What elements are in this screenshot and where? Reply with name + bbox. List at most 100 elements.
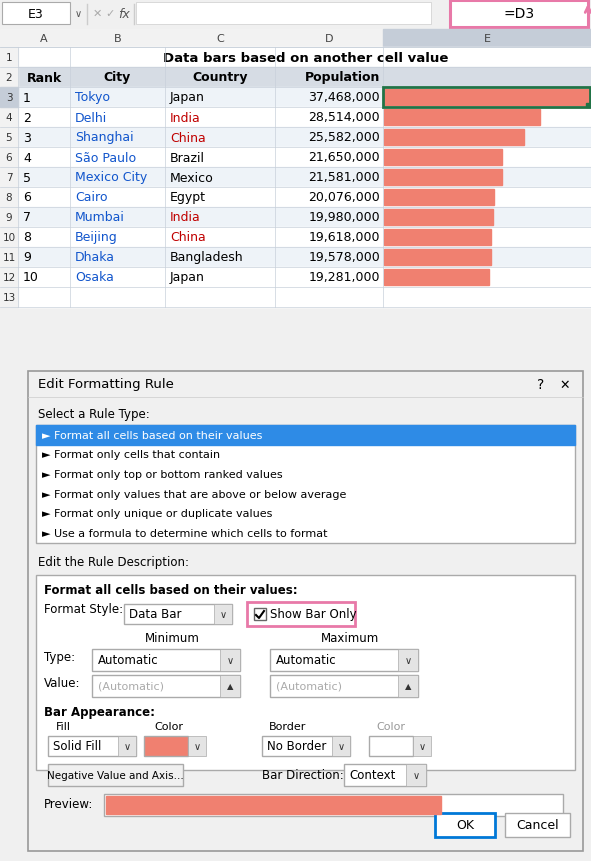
Text: 19,980,000: 19,980,000 (309, 211, 380, 224)
Text: Japan: Japan (170, 271, 205, 284)
Bar (254, 608, 266, 620)
Text: ✕: ✕ (560, 378, 570, 391)
Bar (18, 108, 591, 127)
Bar (435, 813, 495, 837)
Bar (36, 575, 575, 770)
Bar (104, 794, 563, 816)
Text: ▲: ▲ (227, 682, 233, 691)
Bar (18, 188, 591, 208)
Text: Brazil: Brazil (170, 152, 205, 164)
Bar (383, 30, 591, 48)
Bar (188, 736, 206, 756)
Text: Egypt: Egypt (170, 191, 206, 204)
Bar (18, 68, 591, 88)
Text: ∨: ∨ (219, 610, 226, 619)
Bar (406, 764, 426, 786)
Bar (384, 110, 540, 126)
Text: ∨: ∨ (74, 9, 82, 19)
Bar (165, 30, 275, 48)
Text: Osaka: Osaka (75, 271, 114, 284)
Bar (262, 736, 350, 756)
Bar (384, 170, 502, 186)
Text: Select a Rule Type:: Select a Rule Type: (38, 407, 150, 420)
Bar (384, 130, 524, 146)
Bar (450, 1, 588, 28)
Bar (247, 603, 355, 626)
Text: Fill: Fill (56, 722, 71, 731)
Text: 1: 1 (6, 53, 12, 63)
Bar (383, 88, 590, 108)
Text: ∨: ∨ (337, 741, 345, 751)
Text: Edit Formatting Rule: Edit Formatting Rule (38, 378, 174, 391)
Text: C: C (216, 34, 224, 44)
Text: Rank: Rank (27, 71, 61, 84)
Text: 4: 4 (6, 113, 12, 123)
Bar (270, 649, 418, 672)
Text: 11: 11 (2, 253, 15, 263)
Bar (413, 736, 431, 756)
Bar (18, 48, 591, 68)
Text: Beijing: Beijing (75, 232, 118, 245)
Text: 2: 2 (23, 111, 31, 124)
Bar (275, 30, 383, 48)
Text: 3: 3 (6, 93, 12, 102)
Text: 7: 7 (23, 211, 31, 224)
Bar (92, 649, 240, 672)
Text: Color: Color (154, 722, 183, 731)
Bar (0, 88, 18, 108)
Text: Show Bar Only: Show Bar Only (270, 608, 356, 621)
Bar (70, 30, 165, 48)
Bar (220, 649, 240, 672)
Text: India: India (170, 211, 201, 224)
Bar (398, 649, 418, 672)
Text: 7: 7 (6, 173, 12, 183)
Bar (18, 268, 591, 288)
Text: India: India (170, 111, 201, 124)
Text: Data Bar: Data Bar (129, 608, 181, 621)
Text: 8: 8 (23, 232, 31, 245)
Text: China: China (170, 132, 206, 145)
Text: Border: Border (269, 722, 306, 731)
Bar (505, 813, 570, 837)
Text: Color: Color (376, 722, 405, 731)
Bar (2, 3, 70, 25)
Text: D: D (324, 34, 333, 44)
Bar (0, 48, 18, 307)
Text: Cairo: Cairo (75, 191, 108, 204)
Text: 25,582,000: 25,582,000 (309, 132, 380, 145)
Bar (384, 269, 489, 286)
Text: OK: OK (456, 819, 474, 832)
Text: 10: 10 (23, 271, 39, 284)
Text: B: B (113, 34, 121, 44)
Text: 5: 5 (23, 171, 31, 184)
Text: City: City (104, 71, 131, 84)
Text: ► Format only values that are above or below average: ► Format only values that are above or b… (42, 489, 346, 499)
Text: (Automatic): (Automatic) (98, 681, 164, 691)
Text: ∨: ∨ (124, 741, 131, 751)
Text: ∨: ∨ (413, 770, 420, 780)
Text: ∨: ∨ (418, 741, 426, 751)
Text: Tokyo: Tokyo (75, 91, 110, 104)
Text: No Border: No Border (267, 740, 326, 753)
Text: Automatic: Automatic (276, 653, 337, 666)
Bar (0, 30, 591, 48)
Text: ▲: ▲ (405, 682, 411, 691)
Text: 21,650,000: 21,650,000 (309, 152, 380, 164)
Bar (136, 3, 431, 25)
Bar (48, 736, 136, 756)
Text: 1: 1 (23, 91, 31, 104)
Bar (144, 736, 188, 756)
Text: Shanghai: Shanghai (75, 132, 134, 145)
Bar (18, 288, 591, 307)
Text: 37,468,000: 37,468,000 (309, 91, 380, 104)
Text: ∨: ∨ (193, 741, 200, 751)
Text: Automatic: Automatic (98, 653, 158, 666)
Text: 20,076,000: 20,076,000 (309, 191, 380, 204)
Text: Edit the Rule Description:: Edit the Rule Description: (38, 555, 189, 568)
Text: 8: 8 (6, 193, 12, 202)
Text: Delhi: Delhi (75, 111, 107, 124)
Bar (28, 372, 583, 851)
Text: 6: 6 (6, 152, 12, 163)
Bar (384, 90, 589, 106)
Text: ✓: ✓ (105, 9, 115, 19)
